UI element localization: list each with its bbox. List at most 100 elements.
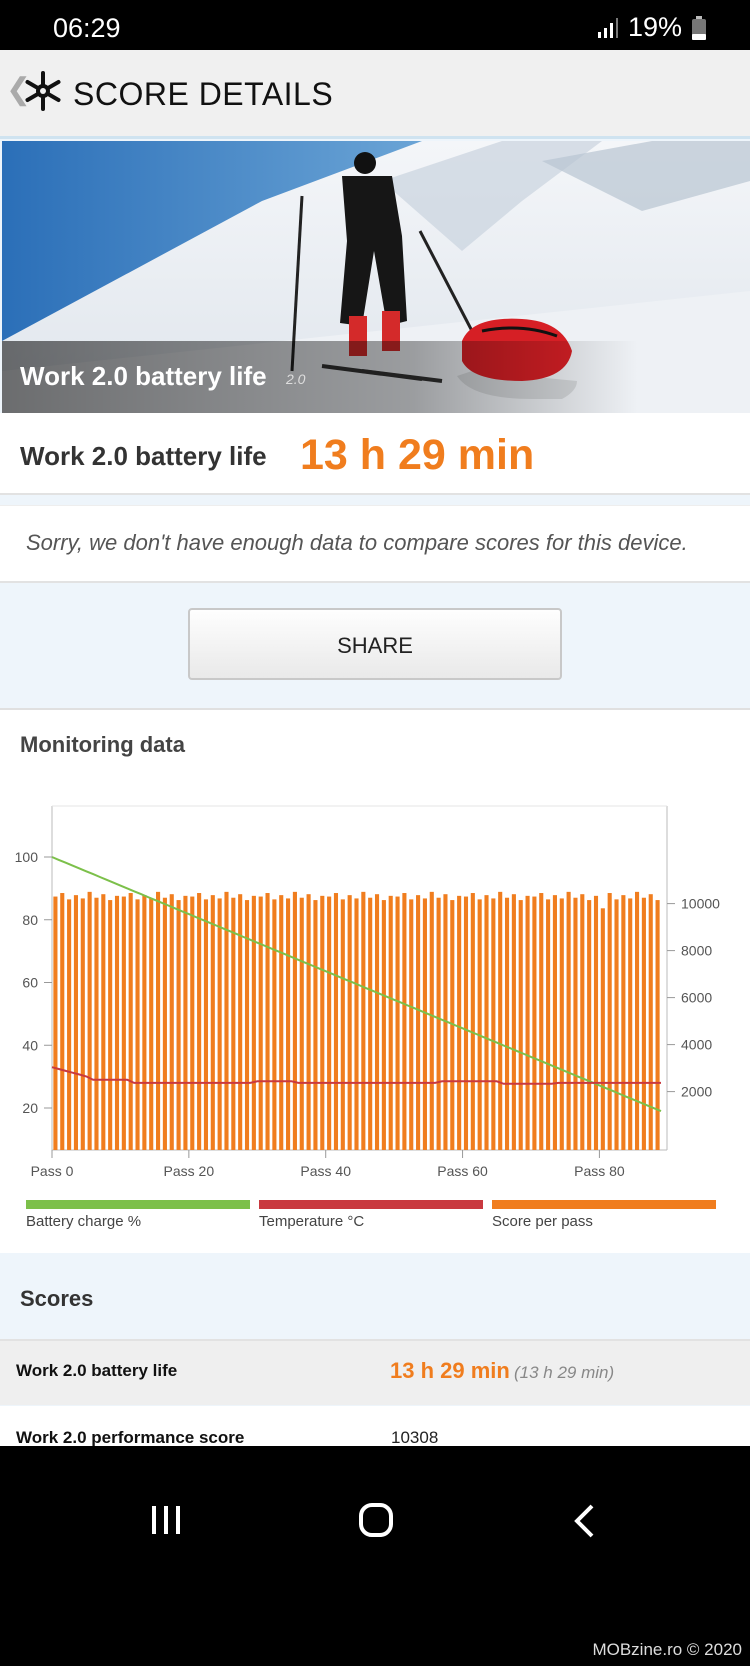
score-bar: [94, 897, 99, 1150]
x-tick-label: Pass 40: [300, 1163, 351, 1179]
legend-score: Score per pass: [492, 1200, 716, 1240]
legend-battery: Battery charge %: [26, 1200, 250, 1240]
monitoring-header: Monitoring data: [0, 708, 750, 780]
temperature-line: [51, 1066, 661, 1085]
score-card: Work 2.0 battery life 13 h 29 min: [0, 413, 750, 495]
score-value: 13 h 29 min: [300, 431, 535, 479]
score-bar: [299, 897, 304, 1150]
score-bar: [224, 891, 229, 1150]
score-bar: [272, 899, 277, 1150]
right-tick-label: 4000: [681, 1037, 712, 1053]
score-bar: [176, 900, 181, 1150]
score-bar: [491, 898, 496, 1150]
score-bar: [101, 894, 106, 1150]
score-bar: [388, 895, 393, 1150]
score-row-subvalue: (13 h 29 min): [514, 1363, 615, 1382]
right-tick-label: 6000: [681, 990, 712, 1006]
score-bar: [546, 899, 551, 1150]
legend-battery-swatch: [26, 1200, 250, 1209]
score-bar: [128, 893, 133, 1150]
legend-score-label: Score per pass: [492, 1213, 593, 1230]
score-label: Work 2.0 battery life: [20, 441, 267, 471]
hero-version: 2.0: [286, 371, 306, 387]
score-bar: [80, 898, 85, 1150]
score-bar: [566, 891, 571, 1150]
score-bar: [197, 893, 202, 1150]
score-bar: [463, 896, 469, 1150]
score-bar: [532, 896, 537, 1150]
comparison-notice: Sorry, we don't have enough data to comp…: [0, 505, 750, 583]
score-bar: [361, 891, 366, 1150]
score-bar: [539, 893, 544, 1150]
score-row-label: Work 2.0 battery life: [16, 1361, 178, 1380]
battery-charge-line: [51, 856, 662, 1113]
score-row-label: Work 2.0 performance score: [16, 1428, 245, 1446]
score-bar: [600, 908, 605, 1150]
score-bar: [306, 894, 311, 1150]
battery-percent: 19%: [627, 12, 682, 42]
recent-apps-icon[interactable]: [150, 1504, 182, 1536]
app-bar: ❮ SCORE DETAILS: [0, 50, 750, 139]
score-bar: [525, 895, 530, 1150]
legend-score-swatch: [492, 1200, 716, 1209]
hero-title: Work 2.0 battery life: [20, 361, 267, 391]
score-bar: [477, 899, 482, 1150]
battery-icon: [692, 15, 706, 40]
score-bar: [87, 891, 92, 1150]
score-bar: [258, 896, 263, 1150]
score-bar: [457, 895, 462, 1150]
score-bar: [593, 895, 599, 1150]
score-row-value: 13 h 29 min: [390, 1358, 510, 1383]
score-bar: [552, 895, 557, 1150]
score-bar: [279, 895, 284, 1150]
score-bar: [67, 899, 72, 1150]
score-bar: [217, 898, 222, 1150]
notice-text: Sorry, we don't have enough data to comp…: [26, 530, 688, 555]
score-bar: [53, 896, 58, 1150]
home-icon[interactable]: [358, 1502, 394, 1538]
score-bar: [511, 894, 516, 1150]
score-bar: [354, 898, 359, 1150]
score-bar: [559, 898, 564, 1150]
score-bar: [114, 895, 120, 1150]
score-bar: [628, 898, 633, 1150]
legend-temperature-swatch: [259, 1200, 483, 1209]
score-bar: [655, 900, 660, 1150]
back-icon[interactable]: [572, 1504, 596, 1538]
right-tick-label: 10000: [681, 896, 720, 912]
snowflake-logo-icon: [25, 71, 61, 111]
x-tick-label: Pass 0: [31, 1163, 74, 1179]
page-title: SCORE DETAILS: [73, 76, 334, 112]
score-row-value: 10308: [391, 1428, 439, 1446]
score-bar: [416, 895, 421, 1150]
score-bar: [327, 896, 332, 1150]
navigation-bar: MOBzine.ro © 2020: [0, 1446, 750, 1666]
score-bar: [422, 898, 427, 1150]
score-bar: [498, 891, 503, 1150]
score-bar: [409, 899, 414, 1150]
legend-battery-label: Battery charge %: [26, 1213, 142, 1230]
x-tick-label: Pass 80: [574, 1163, 625, 1179]
score-bar: [190, 896, 195, 1150]
share-button[interactable]: SHARE: [188, 608, 562, 680]
score-bar: [149, 898, 154, 1150]
score-bar: [169, 894, 174, 1150]
score-bar: [203, 899, 209, 1150]
score-row: Work 2.0 battery life 13 h 29 min (13 h …: [0, 1339, 750, 1405]
score-bar: [368, 897, 373, 1150]
score-bar: [621, 895, 626, 1150]
score-bar: [587, 900, 592, 1150]
score-bar: [265, 893, 270, 1150]
score-bar: [340, 899, 345, 1150]
hero-banner: Work 2.0 battery life 2.0: [2, 141, 750, 413]
score-bar: [580, 894, 585, 1150]
score-bar: [108, 900, 113, 1150]
screen: ❮ SCORE DETAILS: [0, 50, 750, 1446]
signal-icon: [597, 17, 618, 38]
monitoring-title: Monitoring data: [20, 732, 185, 757]
monitoring-chart: 100 80 60 40 20 10000 8000 6000 4000 2000 Pass 0 Pa…: [0, 778, 750, 1253]
chart-svg: 100 80 60 40 20 10000 8000 6000 4000 2000 Pass 0 Pa…: [15, 805, 720, 1179]
left-tick-label: 20: [22, 1100, 38, 1116]
score-bar: [573, 897, 578, 1150]
status-time: 06:29: [53, 13, 121, 43]
